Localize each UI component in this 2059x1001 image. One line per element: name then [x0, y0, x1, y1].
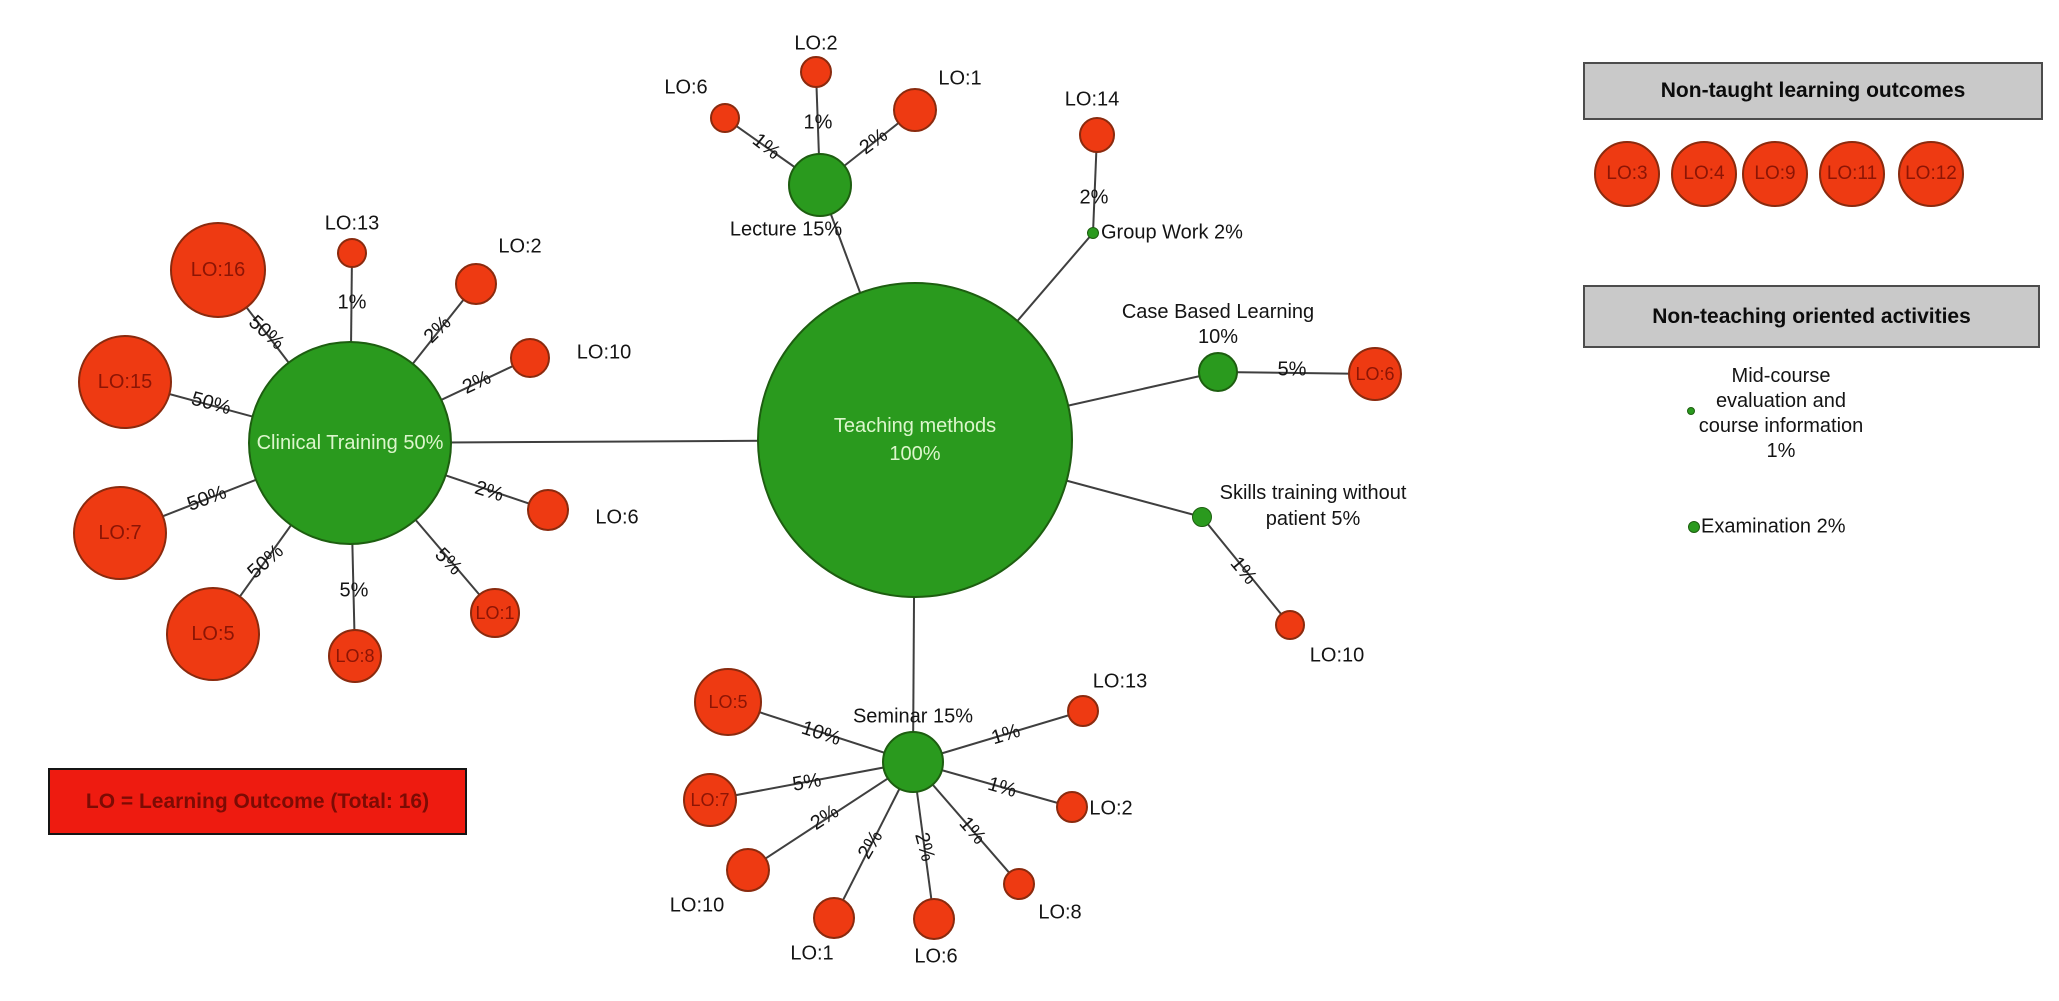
- clinical-lo13-pct: 1%: [337, 291, 367, 314]
- node-seminar-lo8: [1003, 868, 1035, 900]
- lecture-lo1-label: LO:1: [938, 67, 982, 90]
- examination-label: Examination 2%: [1701, 515, 1846, 538]
- clinical-lo1-label: LO:1: [475, 603, 515, 623]
- node-seminar-lo2: [1056, 791, 1088, 823]
- node-clinical-lo6: [527, 489, 569, 531]
- seminar-lo13-label: LO:13: [1092, 670, 1148, 693]
- clinical-lo7-label: LO:7: [98, 522, 142, 544]
- clinical-lo15-label: LO:15: [97, 371, 153, 393]
- node-skills-training: [1192, 507, 1212, 527]
- skills-training-label: Skills training without patient 5%: [1220, 480, 1407, 532]
- node-clinical-lo13: [337, 238, 367, 268]
- mid-course-dot: [1687, 407, 1695, 415]
- node-group-work: [1087, 227, 1099, 239]
- lecture-lo2-pct: 1%: [803, 111, 833, 134]
- node-seminar: [882, 731, 944, 793]
- lecture-label: Lecture 15%: [729, 218, 843, 241]
- node-case-based-lo6: LO:6: [1348, 347, 1402, 401]
- seminar-label: Seminar 15%: [852, 705, 974, 728]
- seminar-lo10-label: LO:10: [669, 894, 725, 917]
- node-clinical-lo5: LO:5: [166, 587, 260, 681]
- non-teaching-header: Non-teaching oriented activities: [1583, 285, 2040, 348]
- nontaught-lo4-label: LO:4: [1683, 163, 1725, 184]
- mid-course-line3: course information: [1698, 415, 1864, 437]
- case-based-learning-title: Case Based Learning: [1121, 301, 1315, 323]
- legend-box: LO = Learning Outcome (Total: 16): [48, 768, 467, 835]
- teaching-methods-pct: 100%: [889, 443, 941, 465]
- mid-course-line2: evaluation and: [1715, 390, 1847, 412]
- node-seminar-lo7: LO:7: [683, 773, 737, 827]
- node-group-work-lo14: [1079, 117, 1115, 153]
- clinical-lo5-label: LO:5: [191, 623, 235, 645]
- seminar-lo2-label: LO:2: [1089, 797, 1133, 820]
- node-clinical-lo8: LO:8: [328, 629, 382, 683]
- node-nontaught-lo12: LO:12: [1898, 141, 1964, 207]
- clinical-lo13-label: LO:13: [324, 212, 380, 235]
- seminar-lo5-label: LO:5: [708, 692, 748, 712]
- node-skills-lo10: [1275, 610, 1305, 640]
- case-based-lo6-pct: 5%: [1277, 358, 1307, 381]
- clinical-lo8-pct: 5%: [339, 579, 369, 602]
- node-seminar-lo5: LO:5: [694, 668, 762, 736]
- node-nontaught-lo9: LO:9: [1742, 141, 1808, 207]
- nontaught-lo11-label: LO:11: [1826, 163, 1878, 184]
- clinical-training-label: Clinical Training 50%: [256, 432, 444, 454]
- node-clinical-training: Clinical Training 50%: [248, 341, 452, 545]
- mid-course-pct: 1%: [1766, 440, 1796, 462]
- clinical-lo10-label: LO:10: [576, 341, 632, 364]
- lecture-lo6-label: LO:6: [664, 76, 708, 99]
- non-taught-header: Non-taught learning outcomes: [1583, 62, 2043, 120]
- clinical-lo8-label: LO:8: [335, 646, 375, 666]
- node-clinical-lo16: LO:16: [170, 222, 266, 318]
- seminar-lo8-label: LO:8: [1038, 901, 1082, 924]
- skills-training-title-line1: Skills training without: [1219, 482, 1407, 504]
- nontaught-lo3-label: LO:3: [1606, 163, 1648, 184]
- node-clinical-lo7: LO:7: [73, 486, 167, 580]
- node-seminar-lo13: [1067, 695, 1099, 727]
- non-taught-title: Non-taught learning outcomes: [1660, 79, 1966, 102]
- node-teaching-methods: Teaching methods 100%: [757, 282, 1073, 598]
- node-nontaught-lo4: LO:4: [1671, 141, 1737, 207]
- node-clinical-lo15: LO:15: [78, 335, 172, 429]
- node-clinical-lo10: [510, 338, 550, 378]
- node-seminar-lo10: [726, 848, 770, 892]
- case-based-lo6-label: LO:6: [1355, 364, 1395, 384]
- seminar-lo6-label: LO:6: [914, 945, 958, 968]
- skills-training-title-line2: patient 5%: [1265, 508, 1361, 530]
- node-lecture-lo2: [800, 56, 832, 88]
- clinical-lo6-label: LO:6: [595, 506, 639, 529]
- mid-course-line1: Mid-course: [1731, 365, 1831, 387]
- node-case-based-learning: [1198, 352, 1238, 392]
- clinical-lo16-label: LO:16: [190, 259, 246, 281]
- mid-course-label: Mid-course evaluation and course informa…: [1699, 364, 1864, 464]
- node-nontaught-lo3: LO:3: [1594, 141, 1660, 207]
- group-work-label: Group Work 2%: [1101, 221, 1243, 244]
- node-clinical-lo2: [455, 263, 497, 305]
- group-work-lo14-pct: 2%: [1079, 186, 1109, 209]
- clinical-lo2-label: LO:2: [498, 235, 542, 258]
- teaching-methods-title: Teaching methods: [833, 415, 997, 437]
- skills-lo10-label: LO:10: [1309, 644, 1365, 667]
- non-teaching-title: Non-teaching oriented activities: [1652, 304, 1971, 328]
- nontaught-lo12-label: LO:12: [1905, 163, 1957, 184]
- case-based-learning-label: Case Based Learning 10%: [1122, 300, 1314, 350]
- node-nontaught-lo11: LO:11: [1819, 141, 1885, 207]
- seminar-lo1-label: LO:1: [790, 942, 834, 965]
- node-lecture-lo6: [710, 103, 740, 133]
- node-lecture: [788, 153, 852, 217]
- nontaught-lo9-label: LO:9: [1754, 163, 1796, 184]
- node-seminar-lo1: [813, 897, 855, 939]
- lecture-lo2-label: LO:2: [794, 32, 838, 55]
- examination-dot: [1688, 521, 1700, 533]
- seminar-lo7-pct: 5%: [790, 769, 824, 796]
- legend-text: LO = Learning Outcome (Total: 16): [85, 789, 430, 813]
- node-lecture-lo1: [893, 88, 937, 132]
- group-work-lo14-label: LO:14: [1064, 88, 1120, 111]
- case-based-learning-pct: 10%: [1197, 326, 1239, 348]
- node-seminar-lo6: [913, 898, 955, 940]
- teaching-methods-label: Teaching methods 100%: [834, 412, 996, 468]
- node-clinical-lo1: LO:1: [470, 588, 520, 638]
- seminar-lo7-label: LO:7: [690, 790, 730, 810]
